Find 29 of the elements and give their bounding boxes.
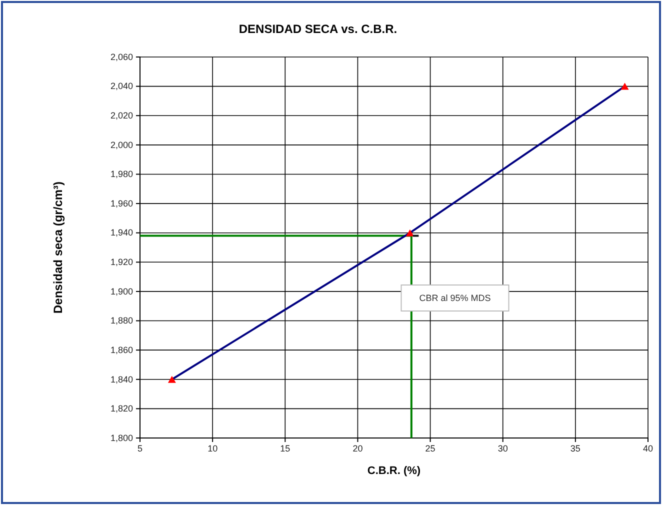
point xyxy=(168,376,176,383)
y-tick-label: 1,900 xyxy=(110,286,133,296)
y-tick-label: 1,980 xyxy=(110,169,133,180)
point xyxy=(620,82,629,90)
y-tick-label: 1,880 xyxy=(110,316,133,326)
x-tick-label: 5 xyxy=(137,443,143,454)
y-tick-label: 1,860 xyxy=(110,344,133,355)
y-tick-label: 2,000 xyxy=(110,140,133,150)
x-tick-label: 35 xyxy=(570,443,580,454)
y-tick-label: 2,040 xyxy=(110,81,133,92)
x-tick-label: 30 xyxy=(498,443,508,454)
x-tick-label: 20 xyxy=(352,443,363,454)
x-tick-label: 25 xyxy=(425,443,436,454)
y-tick-label: 1,800 xyxy=(110,432,133,443)
point xyxy=(406,229,414,236)
y-tick-label: 1,940 xyxy=(110,228,133,238)
x-axis-title: C.B.R. (%) xyxy=(367,465,421,477)
y-tick-label: 2,020 xyxy=(110,110,133,120)
y-tick-label: 1,920 xyxy=(110,257,133,268)
y-axis-title: Densidad seca (gr/cm³) xyxy=(51,181,65,314)
chart-title: DENSIDAD SECA vs. C.B.R. xyxy=(238,22,398,36)
y-tick-label: 2,060 xyxy=(110,52,133,62)
y-tick-label: 1,840 xyxy=(110,374,133,384)
annotation: CBR al 95% MDS xyxy=(419,293,491,303)
y-tick-label: 1,820 xyxy=(110,404,133,414)
x-tick-label: 10 xyxy=(208,443,218,454)
x-tick-label: 40 xyxy=(642,443,654,454)
y-tick-label: 1,960 xyxy=(110,198,133,208)
x-tick-label: 15 xyxy=(280,443,290,454)
